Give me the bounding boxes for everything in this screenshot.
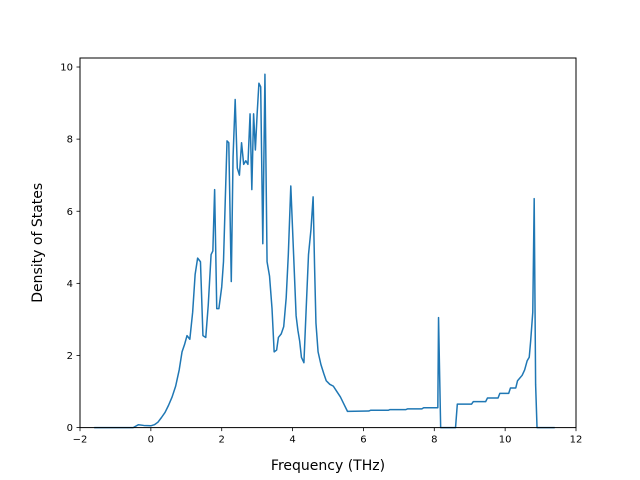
y-tick-label: 4	[67, 279, 73, 290]
x-tick-label: 2	[219, 435, 225, 446]
x-tick-label: 10	[499, 435, 512, 446]
plot-frame	[79, 57, 577, 429]
plot-area	[80, 58, 576, 428]
x-axis-label: Frequency (THz)	[271, 458, 385, 474]
x-tick-label: 6	[360, 435, 366, 446]
x-tick-label: 0	[148, 435, 154, 446]
y-tick-label: 10	[60, 63, 73, 74]
y-tick-label: 0	[67, 423, 73, 434]
dos-line	[94, 73, 555, 429]
y-axis-label: Density of States	[30, 183, 46, 303]
x-tick-label: 8	[431, 435, 437, 446]
y-axis: 0 2 4 6 8 10	[60, 63, 80, 434]
x-axis: −2 0 2 4 6 8 10 12	[73, 427, 583, 446]
y-tick-label: 8	[67, 135, 73, 146]
x-tick-label: 12	[570, 435, 583, 446]
y-tick-label: 2	[67, 351, 73, 362]
series-group	[94, 73, 555, 429]
y-tick-label: 6	[67, 207, 73, 218]
x-tick-label: 4	[289, 435, 295, 446]
x-tick-label: −2	[73, 435, 88, 446]
